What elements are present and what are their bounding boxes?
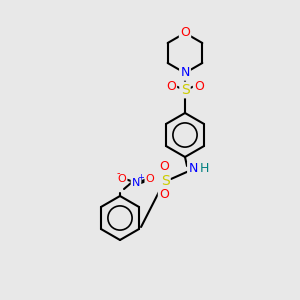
Text: O: O [159, 188, 169, 202]
Text: +: + [138, 173, 144, 182]
Text: N: N [188, 163, 198, 176]
Text: N: N [132, 178, 140, 188]
Text: S: S [181, 83, 189, 97]
Text: N: N [180, 67, 190, 80]
Text: O: O [180, 26, 190, 40]
Text: O: O [194, 80, 204, 92]
Text: S: S [160, 174, 169, 188]
Text: -: - [116, 168, 120, 178]
Text: O: O [118, 174, 126, 184]
Text: H: H [199, 163, 209, 176]
Text: O: O [146, 174, 154, 184]
Text: O: O [166, 80, 176, 92]
Text: O: O [159, 160, 169, 173]
